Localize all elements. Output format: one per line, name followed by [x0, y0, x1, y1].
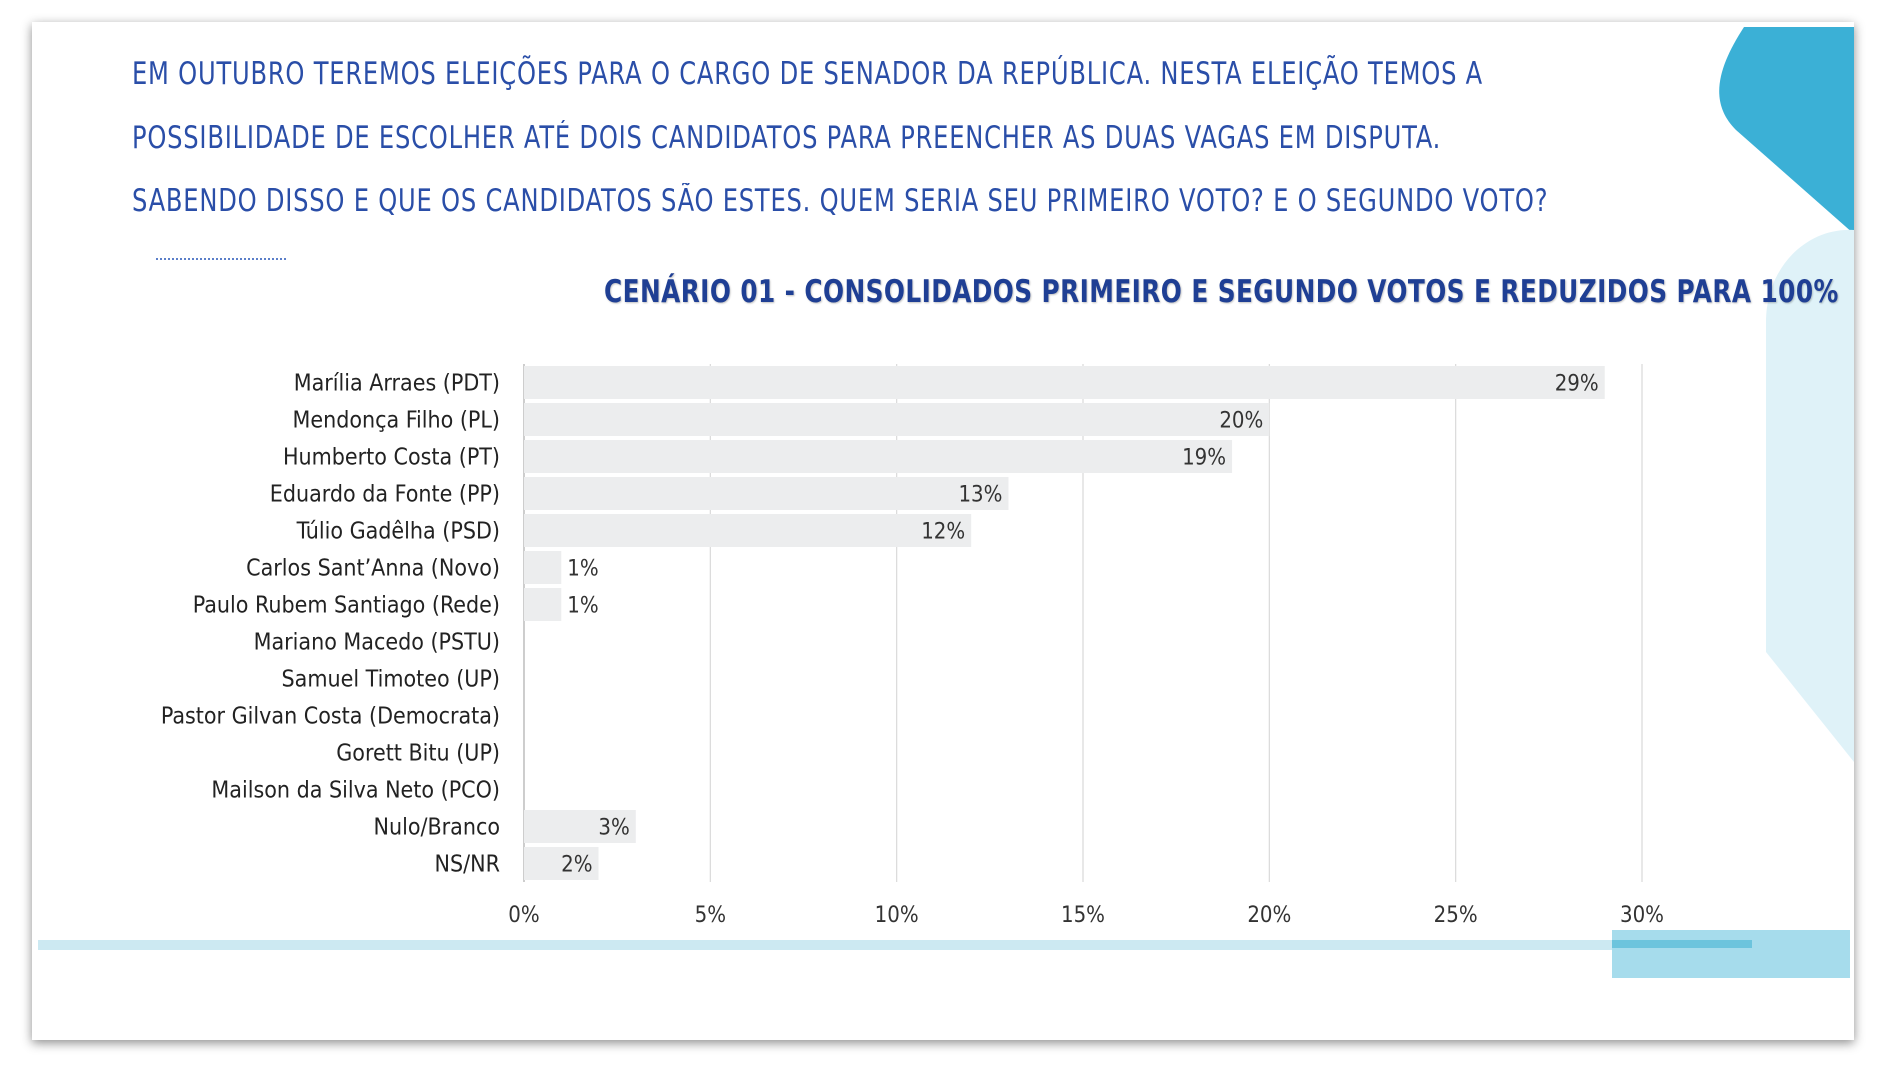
category-label: Nulo/Branco — [374, 815, 501, 841]
category-label: Paulo Rubem Santiago (Rede) — [193, 593, 500, 619]
bar — [524, 810, 636, 843]
chart-title: CENÁRIO 01 - CONSOLIDADOS PRIMEIRO E SEG… — [604, 274, 1839, 310]
category-label: Túlio Gadêlha (PSD) — [296, 519, 500, 545]
category-label: Marília Arraes (PDT) — [294, 371, 500, 397]
x-tick-label: 15% — [1061, 903, 1105, 928]
question-line-2: POSSIBILIDADE DE ESCOLHER ATÉ DOIS CANDI… — [132, 120, 1442, 156]
decoration-shapes — [38, 27, 1854, 978]
x-tick-label: 5% — [695, 903, 726, 928]
dotted-divider — [156, 258, 286, 260]
bar — [524, 588, 562, 621]
category-label: Humberto Costa (PT) — [283, 445, 500, 471]
data-label: 1% — [567, 594, 598, 619]
category-label: Pastor Gilvan Costa (Democrata) — [161, 704, 500, 730]
data-label: 19% — [1182, 446, 1226, 471]
accent-shape-top-right — [1719, 27, 1854, 234]
category-label: Mailson da Silva Neto (PCO) — [211, 778, 500, 804]
category-label: Mendonça Filho (PL) — [293, 408, 500, 434]
x-tick-label: 30% — [1620, 903, 1664, 928]
bar — [524, 366, 1605, 399]
footer-band — [38, 940, 1728, 950]
bar — [524, 477, 1009, 510]
data-label: 12% — [921, 520, 965, 545]
data-label: 1% — [567, 557, 598, 582]
data-label: 20% — [1219, 409, 1263, 434]
bar — [524, 403, 1270, 436]
footer-block — [1612, 930, 1850, 978]
question-line-1: EM OUTUBRO TEREMOS ELEIÇÕES PARA O CARGO… — [132, 56, 1484, 92]
x-tick-label: 25% — [1434, 903, 1478, 928]
bar — [524, 514, 972, 547]
data-label: 13% — [958, 483, 1002, 508]
footer-block-inner — [1612, 940, 1752, 948]
category-label: Carlos Sant’Anna (Novo) — [246, 556, 500, 582]
data-label: 3% — [598, 816, 629, 841]
category-label: Eduardo da Fonte (PP) — [270, 482, 500, 508]
x-tick-label: 0% — [508, 903, 539, 928]
x-tick-label: 10% — [875, 903, 919, 928]
data-labels: 29% 20% 19% 13% 12% 1% 1% 3%2% — [561, 372, 1599, 878]
accent-shape-right — [1766, 229, 1854, 763]
category-label: Mariano Macedo (PSTU) — [254, 630, 500, 656]
category-label: Samuel Timoteo (UP) — [282, 667, 501, 693]
category-label: NS/NR — [435, 852, 500, 878]
category-label: Gorett Bitu (UP) — [336, 741, 500, 767]
bars — [524, 366, 1605, 880]
x-axis-ticks: 0% 5% 10% 15% 20% 25% 30% — [508, 903, 1664, 928]
data-label: 2% — [561, 853, 592, 878]
category-labels: Marília Arraes (PDT) Mendonça Filho (PL) H… — [161, 371, 500, 878]
question-line-3: SABENDO DISSO E QUE OS CANDIDATOS SÃO ES… — [132, 183, 1549, 219]
bar-chart: Marília Arraes (PDT) Mendonça Filho (PL) H… — [161, 364, 1664, 928]
bar — [524, 847, 599, 880]
slide: EM OUTUBRO TEREMOS ELEIÇÕES PARA O CARGO… — [32, 22, 1854, 1040]
bar — [524, 551, 562, 584]
data-label: 29% — [1555, 372, 1599, 397]
bar — [524, 440, 1233, 473]
x-tick-label: 20% — [1247, 903, 1291, 928]
